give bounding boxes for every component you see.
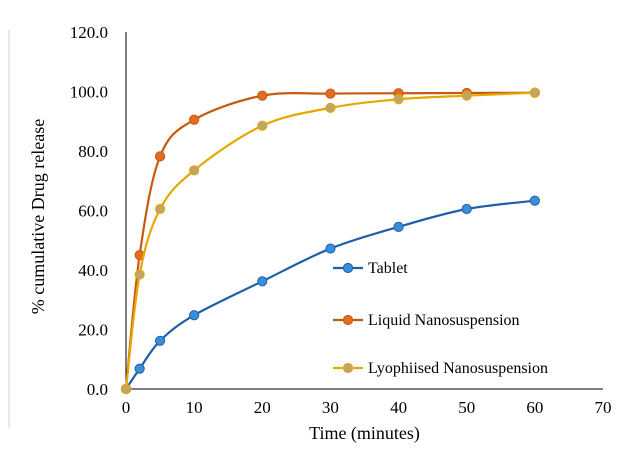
y-tick-label: 80.0 bbox=[78, 142, 108, 161]
series-layer bbox=[120, 87, 540, 395]
data-point bbox=[189, 114, 200, 125]
legend-label: Liquid Nanosuspension bbox=[368, 312, 520, 329]
legend-item: Liquid Nanosuspension bbox=[333, 312, 520, 329]
series-line bbox=[124, 91, 535, 390]
y-axis-title: % cumulative Drug release bbox=[28, 119, 48, 314]
data-point bbox=[134, 269, 145, 280]
y-tick-label: 20.0 bbox=[78, 321, 108, 340]
x-tick-label: 20 bbox=[254, 398, 271, 417]
legend-item: Lyophiised Nanosuspension bbox=[333, 360, 548, 377]
data-point bbox=[325, 102, 336, 113]
legend-marker bbox=[342, 362, 354, 374]
series-1 bbox=[120, 87, 540, 395]
y-tick-label: 0.0 bbox=[87, 380, 108, 399]
legend-label: Tablet bbox=[368, 260, 408, 277]
x-tick-label: 60 bbox=[526, 398, 543, 417]
y-tick-labels: 0.0 20.0 40.0 60.0 80.0 100.0 120.0 bbox=[70, 23, 108, 399]
data-point bbox=[189, 310, 200, 321]
data-point bbox=[257, 276, 268, 287]
legend: Tablet Liquid Nanosuspension Lyophiised Na… bbox=[333, 260, 548, 377]
data-point bbox=[529, 195, 540, 206]
series-line bbox=[124, 91, 535, 390]
axes bbox=[125, 32, 603, 390]
series-2 bbox=[120, 87, 540, 395]
data-point bbox=[189, 165, 200, 176]
legend-marker bbox=[342, 262, 354, 274]
data-point bbox=[393, 221, 404, 232]
x-axis-title: Time (minutes) bbox=[309, 423, 420, 444]
y-tick-label: 40.0 bbox=[78, 261, 108, 280]
data-point bbox=[134, 363, 145, 374]
x-tick-labels: 0 10 20 30 40 50 60 70 bbox=[122, 398, 612, 417]
x-tick-label: 50 bbox=[458, 398, 475, 417]
legend-item: Tablet bbox=[333, 260, 408, 277]
data-point bbox=[325, 88, 336, 99]
x-tick-label: 10 bbox=[186, 398, 203, 417]
legend-label: Lyophiised Nanosuspension bbox=[368, 360, 548, 377]
x-tick-label: 70 bbox=[595, 398, 612, 417]
y-tick-label: 60.0 bbox=[78, 202, 108, 221]
data-point bbox=[154, 151, 166, 162]
data-point bbox=[257, 120, 268, 131]
data-point bbox=[120, 383, 132, 395]
x-tick-label: 40 bbox=[390, 398, 407, 417]
data-point bbox=[529, 87, 540, 98]
y-tick-label: 100.0 bbox=[70, 83, 108, 102]
data-point bbox=[154, 335, 166, 346]
y-tick-label: 120.0 bbox=[70, 23, 108, 42]
legend-marker bbox=[342, 314, 354, 326]
data-point bbox=[154, 203, 166, 215]
data-point bbox=[461, 203, 472, 215]
data-point bbox=[325, 243, 336, 254]
x-tick-label: 30 bbox=[322, 398, 339, 417]
data-point bbox=[257, 90, 268, 101]
data-point bbox=[461, 90, 472, 101]
data-point bbox=[393, 94, 404, 105]
x-tick-label: 0 bbox=[122, 398, 131, 417]
